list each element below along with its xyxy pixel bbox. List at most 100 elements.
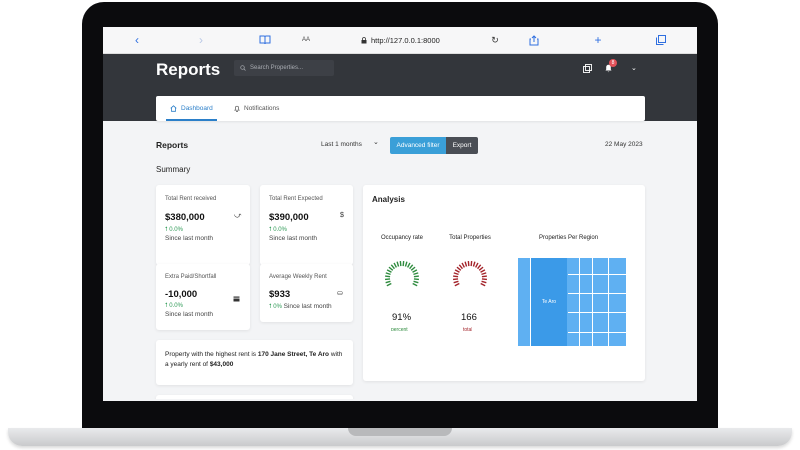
- gauge-tick: [413, 275, 419, 278]
- laptop-base: [8, 428, 792, 446]
- advanced-filter-button[interactable]: Advanced filter: [390, 137, 446, 154]
- gauge-tick: [396, 261, 400, 267]
- copy-icon[interactable]: [583, 60, 592, 76]
- region-treemap: Te Aro: [518, 258, 626, 346]
- gauge-tick: [385, 280, 391, 284]
- total-properties-gauge: [452, 261, 488, 287]
- card-since: Since last month: [269, 235, 318, 242]
- chevron-down-icon[interactable]: ⌄: [631, 65, 637, 72]
- gauge-tick: [386, 269, 392, 273]
- analysis-card: Analysis Occupancy rate Total Properties…: [363, 185, 645, 381]
- gauge-tick: [477, 264, 482, 270]
- gauge-tick: [385, 275, 391, 278]
- gauge-tick: [454, 282, 460, 287]
- export-button[interactable]: Export: [446, 137, 478, 154]
- gauge-tick: [413, 280, 419, 284]
- home-icon: [170, 105, 177, 112]
- gauge-tick: [472, 261, 476, 267]
- search-placeholder: Search Properties...: [250, 65, 304, 71]
- dollar-icon: $: [340, 212, 344, 219]
- reload-icon[interactable]: ↻: [491, 34, 499, 45]
- notification-badge: 8: [609, 59, 617, 67]
- gauge-tick: [481, 275, 487, 278]
- gauge-tick: [478, 266, 484, 271]
- url-text: http://127.0.0.1:8000: [371, 35, 440, 45]
- total-properties-value: 166: [461, 312, 477, 323]
- summary-title: Summary: [156, 165, 191, 174]
- gauge-tick: [453, 272, 459, 276]
- share-icon[interactable]: [528, 27, 540, 53]
- page-title: Reports: [156, 60, 221, 79]
- gauge-tick: [410, 266, 416, 271]
- lock-icon: [361, 36, 367, 43]
- card-value: -10,000: [165, 289, 198, 300]
- total-properties-label: Total Properties: [449, 235, 491, 241]
- gauge-tick: [454, 269, 460, 273]
- browser-toolbar: ‹ › AA http://127.0.0.1:8000 ↻ +: [103, 27, 697, 54]
- chevron-right-icon[interactable]: ›: [199, 33, 203, 47]
- gauge-tick: [474, 262, 479, 268]
- card-label: Total Rent Expected: [269, 196, 323, 202]
- chevron-down-icon[interactable]: ⌄: [373, 139, 379, 146]
- gauge-tick: [480, 282, 486, 287]
- gauge-tick: [406, 262, 411, 268]
- gauge-tick: [453, 280, 459, 284]
- tab-notifications[interactable]: Notifications: [234, 96, 279, 121]
- card-change: 🠕 0.0%: [165, 303, 183, 309]
- trend-icon: ⤻: [234, 212, 242, 219]
- gauge-tick: [388, 266, 394, 271]
- gauge-tick: [461, 262, 466, 268]
- gauge-tick: [393, 262, 398, 268]
- summary-card-rent-expected: Total Rent Expected $390,000 $ 🠕 0.0% Si…: [260, 185, 353, 265]
- card-label: Total Rent received: [165, 196, 217, 202]
- screen: ‹ › AA http://127.0.0.1:8000 ↻ + Reports…: [103, 27, 697, 401]
- summary-card-rent-received: Total Rent received $380,000 ⤻ 🠕 0.0% Si…: [156, 185, 250, 265]
- card-label: Extra Paid/Shortfall: [165, 274, 217, 280]
- treemap-cell: [518, 258, 531, 346]
- gauge-tick: [412, 269, 418, 273]
- card-since: Since last month: [165, 235, 214, 242]
- period-select[interactable]: Last 1 months: [321, 141, 362, 148]
- treemap-cell-te-aro: Te Aro: [531, 258, 567, 346]
- chevron-left-icon[interactable]: ‹: [135, 33, 139, 47]
- search-icon: [240, 65, 246, 71]
- card-change: 🠕 0.0%: [165, 227, 183, 233]
- gauge-tick: [481, 272, 487, 276]
- address-bar[interactable]: http://127.0.0.1:8000: [361, 33, 440, 47]
- coins-icon: ⛀: [337, 290, 343, 297]
- bell-icon[interactable]: [604, 60, 613, 76]
- report-date: 22 May 2023: [605, 141, 643, 148]
- gauge-tick: [413, 272, 419, 276]
- tab-notifications-label: Notifications: [244, 105, 280, 112]
- gauge-tick: [385, 272, 391, 276]
- gauge-tick: [464, 261, 468, 267]
- card-label: Average Weekly Rent: [269, 274, 327, 280]
- gauge-tick: [412, 282, 418, 287]
- section-title: Reports: [156, 140, 189, 150]
- text-size-button[interactable]: AA: [301, 37, 310, 43]
- gauge-tick: [458, 264, 463, 270]
- bell-icon: [234, 105, 240, 112]
- gauge-tick: [453, 275, 459, 278]
- tab-dashboard[interactable]: Dashboard: [166, 96, 217, 121]
- card-since: Since last month: [165, 311, 214, 318]
- occupancy-label: Occupancy rate: [380, 235, 424, 241]
- plus-icon[interactable]: +: [594, 33, 602, 47]
- gauge-tick: [456, 266, 462, 271]
- gauge-tick: [404, 261, 408, 267]
- laptop-notch: [348, 428, 452, 436]
- tabs-icon[interactable]: [655, 27, 667, 53]
- analysis-title: Analysis: [372, 195, 405, 204]
- tab-dashboard-label: Dashboard: [181, 105, 213, 112]
- summary-card-extra-paid: Extra Paid/Shortfall -10,000 🠕 0.0% Sinc…: [156, 264, 250, 330]
- highest-rent-card: Property with the highest rent is 170 Ja…: [156, 340, 353, 385]
- search-input[interactable]: Search Properties...: [234, 60, 334, 76]
- card-icon: [233, 289, 240, 307]
- total-properties-sub: total: [463, 327, 473, 331]
- book-icon[interactable]: [258, 27, 272, 53]
- card-value: $933: [269, 289, 291, 300]
- gauge-tick: [386, 282, 392, 287]
- gauge-tick: [409, 264, 414, 270]
- gauge-tick: [481, 280, 487, 284]
- page-bottom: [103, 399, 697, 401]
